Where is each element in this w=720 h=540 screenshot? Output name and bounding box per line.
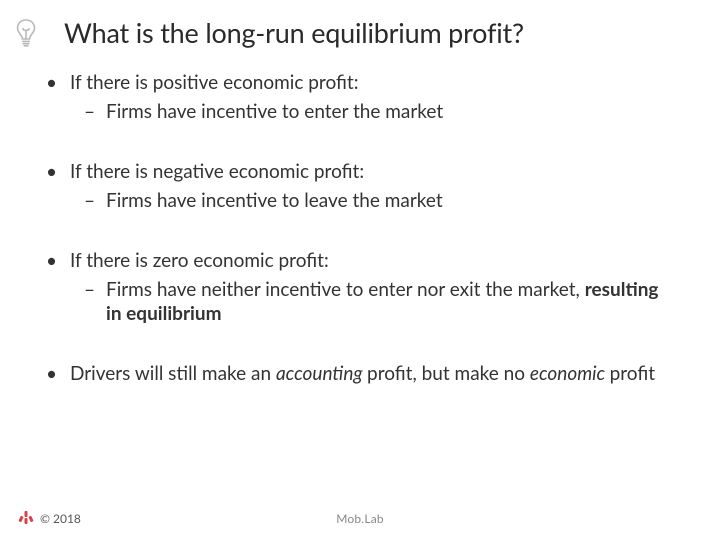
bullet-marker: • bbox=[44, 160, 70, 185]
bullet-text: If there is zero economic profit: bbox=[70, 249, 676, 274]
bullet-marker: • bbox=[44, 362, 70, 387]
brand-logo-icon bbox=[18, 510, 34, 526]
sub-bullet-marker: – bbox=[84, 278, 106, 327]
slide-header: What is the long-run equilibrium profit? bbox=[0, 0, 720, 49]
bullet-item: • If there is negative economic profit: … bbox=[44, 160, 676, 213]
bullet-marker: • bbox=[44, 71, 70, 96]
page-title: What is the long-run equilibrium profit? bbox=[64, 16, 524, 49]
sub-bullet-text: Firms have neither incentive to enter no… bbox=[106, 278, 676, 327]
brand-name: Mob.Lab bbox=[336, 511, 384, 526]
copyright-text: © 2018 bbox=[40, 511, 81, 526]
sub-bullet-marker: – bbox=[84, 100, 106, 124]
bullet-item: • If there is positive economic profit: … bbox=[44, 71, 676, 124]
bullet-item: • If there is zero economic profit: – Fi… bbox=[44, 249, 676, 326]
sub-bullet-text: Firms have incentive to leave the market bbox=[106, 189, 676, 213]
sub-bullet-text: Firms have incentive to enter the market bbox=[106, 100, 676, 124]
bullet-text: If there is positive economic profit: bbox=[70, 71, 676, 96]
bullet-text: If there is negative economic profit: bbox=[70, 160, 676, 185]
bullet-text: Drivers will still make an accounting pr… bbox=[70, 362, 676, 387]
bullet-item: • Drivers will still make an accounting … bbox=[44, 362, 676, 387]
slide-body: • If there is positive economic profit: … bbox=[0, 49, 720, 387]
bullet-marker: • bbox=[44, 249, 70, 274]
sub-bullet-marker: – bbox=[84, 189, 106, 213]
lightbulb-icon bbox=[12, 18, 40, 48]
slide-footer: © 2018 Mob.Lab bbox=[0, 506, 720, 530]
